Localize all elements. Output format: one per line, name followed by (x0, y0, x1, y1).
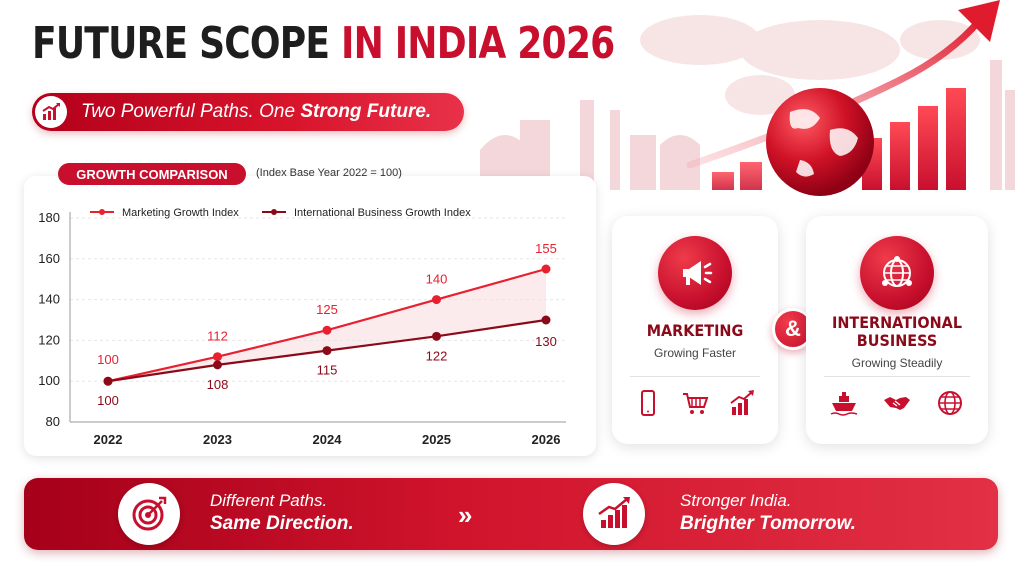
international-icon-row (806, 388, 988, 418)
data-point (322, 325, 332, 335)
data-point (213, 360, 222, 370)
banner-right-line-2: Brighter Tomorrow. (680, 513, 856, 534)
y-tick-label: 120 (38, 332, 60, 347)
banner-left-line-2: Same Direction. (210, 513, 354, 534)
growth-chart-icon (35, 96, 67, 128)
data-label: 108 (207, 377, 229, 392)
data-label: 100 (97, 393, 119, 408)
megaphone-icon (658, 236, 732, 310)
banner-left-line-1: Different Paths. (210, 491, 328, 510)
globe-icon (937, 391, 962, 415)
y-tick-label: 180 (38, 210, 60, 225)
data-point (103, 376, 113, 386)
tagline-banner: Two Powerful Paths. One Strong Future. (32, 93, 464, 131)
growth-bars-icon (712, 88, 966, 190)
banner-right-text: Stronger India. Brighter Tomorrow. (680, 491, 856, 535)
data-point (432, 295, 441, 305)
y-tick-label: 100 (38, 373, 60, 388)
x-tick-label: 2024 (313, 432, 343, 447)
legend-label: International Business Growth Index (294, 207, 471, 219)
title-part-1: FUTURE SCOPE (32, 18, 330, 69)
international-subtitle: Growing Steadily (851, 356, 943, 370)
international-business-card: INTERNATIONAL BUSINESS Growing Steadily (806, 216, 988, 444)
x-tick-label: 2023 (203, 432, 232, 447)
data-label: 130 (535, 334, 557, 349)
y-tick-label: 80 (46, 414, 60, 429)
banner-right-line-1: Stronger India. (680, 491, 792, 510)
international-title: INTERNATIONAL BUSINESS (815, 313, 979, 351)
x-tick-label: 2022 (94, 432, 123, 447)
data-point (432, 331, 441, 341)
marketing-divider (630, 376, 760, 377)
legend-marker (99, 209, 105, 215)
marketing-card: MARKETING Growing Faster (612, 216, 778, 444)
data-point (541, 315, 551, 325)
double-chevron-icon: » (458, 500, 473, 530)
data-point (322, 346, 332, 356)
data-label: 140 (426, 272, 448, 287)
growth-line-chart: 80 100 120 140 160 180 2022 2023 2024 2025 2026 100… (38, 207, 566, 447)
growth-chart-icon (583, 483, 645, 545)
tagline-bold: Strong Future. (300, 101, 432, 122)
y-tick-label: 160 (38, 251, 60, 266)
data-label: 115 (317, 363, 338, 378)
y-tick-label: 140 (38, 292, 60, 307)
legend-label: Marketing Growth Index (122, 207, 239, 219)
tagline-regular: Two Powerful Paths. One (81, 101, 296, 122)
smartphone-icon (640, 390, 655, 416)
ship-icon (830, 392, 858, 416)
legend-marker (271, 209, 277, 215)
page-title: FUTURE SCOPE IN INDIA 2026 (32, 18, 615, 69)
title-part-2: IN INDIA 2026 (340, 18, 615, 69)
chart-subtitle: (Index Base Year 2022 = 100) (256, 167, 402, 179)
chart-title-pill: GROWTH COMPARISON (58, 163, 246, 185)
tagline-text: Two Powerful Paths. One Strong Future. (81, 101, 431, 123)
marketing-icon-row (612, 388, 778, 418)
data-label: 155 (535, 241, 557, 256)
data-point (213, 352, 222, 362)
marketing-subtitle: Growing Faster (653, 346, 737, 360)
handshake-icon (883, 397, 910, 410)
data-label: 112 (207, 329, 228, 344)
growth-chart-icon (730, 390, 755, 415)
bottom-banner (24, 478, 998, 550)
international-title-line-1: INTERNATIONAL (831, 313, 963, 332)
data-label: 100 (97, 352, 119, 367)
data-label: 122 (426, 348, 448, 363)
data-point (541, 264, 551, 274)
series-gap-area (108, 269, 546, 382)
skyline-icon (480, 60, 1015, 190)
rising-arrow-icon (686, 16, 984, 169)
marketing-title: MARKETING (646, 321, 744, 340)
shopping-cart-icon (682, 393, 709, 414)
network-globe-icon (860, 236, 934, 310)
world-map-icon (640, 15, 980, 115)
banner-left-text: Different Paths. Same Direction. (210, 491, 354, 535)
x-tick-label: 2026 (532, 432, 561, 447)
x-tick-label: 2025 (422, 432, 451, 447)
international-title-line-2: BUSINESS (856, 331, 938, 351)
international-divider (824, 376, 970, 377)
data-label: 125 (316, 302, 338, 317)
target-icon (118, 483, 180, 545)
globe-icon (766, 88, 874, 196)
